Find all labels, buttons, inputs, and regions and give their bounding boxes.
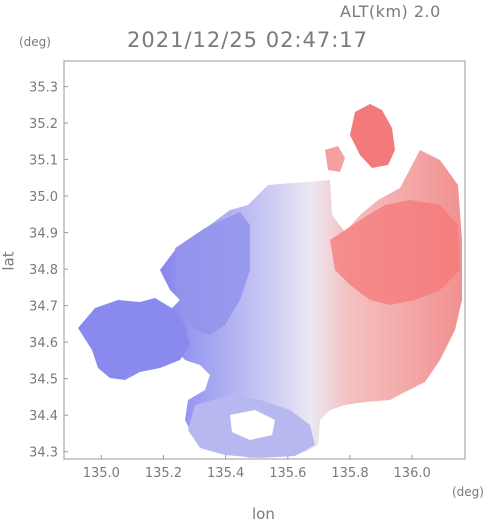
lon-tick-label: 135.4: [207, 466, 244, 481]
lat-axis-title: lat: [0, 251, 18, 271]
lat-tick-label: 34.6: [29, 336, 58, 351]
lon-axis: 135.0 135.2 135.4 135.6 135.8 136.0: [83, 455, 431, 481]
lat-tick-label: 35.3: [29, 81, 58, 96]
radar-echo-field: [78, 104, 462, 458]
lat-tick-label: 35.1: [29, 154, 58, 169]
timestamp: 2021/12/25 02:47:17: [127, 28, 369, 52]
lat-tick-label: 35.2: [29, 117, 58, 132]
lat-tick-label: 35.0: [29, 190, 58, 205]
echo-calm-patch: [230, 410, 275, 440]
lat-axis: 35.3 35.2 35.1 35.0 34.9 34.8 34.7 34.6 34.5 34.4…: [29, 81, 68, 461]
lat-tick-label: 34.4: [29, 409, 58, 424]
lon-tick-label: 135.8: [331, 466, 368, 481]
echo-north-fragment: [350, 104, 395, 168]
altitude-label: ALT(km) 2.0: [340, 2, 441, 21]
echo-west-fragment: [78, 298, 190, 380]
lat-tick-label: 34.5: [29, 373, 58, 388]
echo-approaching-band: [175, 212, 250, 335]
lat-tick-label: 34.3: [29, 446, 58, 461]
lon-tick-label: 135.2: [145, 466, 182, 481]
lon-unit-label: (deg): [452, 485, 484, 499]
lat-tick-label: 34.9: [29, 227, 58, 242]
echo-receding-core: [330, 200, 460, 305]
plot-frame: [63, 60, 466, 460]
lat-tick-label: 34.7: [29, 300, 58, 315]
lon-tick-label: 135.6: [269, 466, 306, 481]
lat-tick-label: 34.8: [29, 263, 58, 278]
lon-axis-title: lon: [252, 505, 275, 523]
lon-tick-label: 135.0: [83, 466, 120, 481]
lon-tick-label: 136.0: [394, 466, 431, 481]
echo-north-spot: [325, 146, 345, 172]
lat-unit-label: (deg): [19, 35, 51, 49]
